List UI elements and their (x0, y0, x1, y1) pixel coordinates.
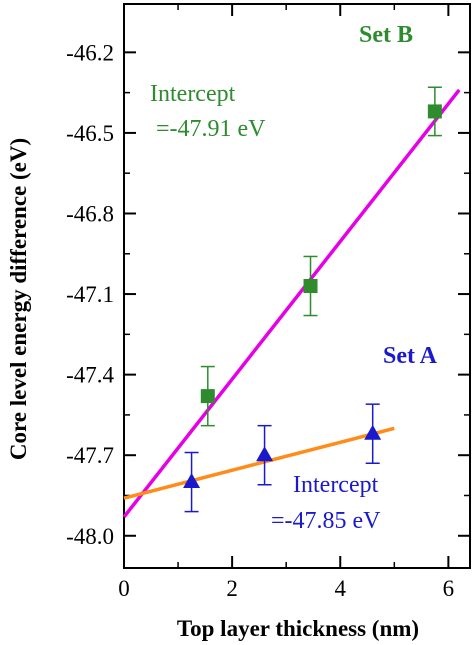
x-tick-label: 6 (443, 576, 455, 601)
data-points-layer (183, 86, 442, 513)
y-axis-label: Core level energy difference (eV) (6, 138, 31, 460)
y-tick-label: -46.8 (66, 201, 114, 226)
y-tick-label: -46.2 (66, 40, 114, 65)
annotations-layer: Set B Intercept =-47.91 eV Set A Intercept =-… (150, 22, 438, 534)
intercept-value-set-b: =-47.91 eV (156, 116, 266, 142)
fit-lines-layer (122, 88, 461, 519)
data-point-set-a (364, 424, 382, 440)
y-tick-label: -46.5 (66, 121, 114, 146)
y-tick-label: -47.7 (66, 443, 114, 468)
x-tick-label: 2 (226, 576, 238, 601)
intercept-value-set-a: =-47.85 eV (271, 508, 381, 534)
plot-frame (123, 3, 471, 569)
fit-line-set-b (122, 88, 461, 519)
series-label-set-a: Set A (383, 343, 438, 369)
axes-layer: 0 2 4 6 -48.0 -47.7 -47.4 -47.1 -46.8 -46.5 -46.2 (66, 3, 471, 601)
x-axis-label: Top layer thickness (nm) (177, 616, 419, 641)
series-label-set-b: Set B (359, 22, 413, 48)
y-tick-label: -47.1 (66, 282, 114, 307)
data-point-set-a (256, 446, 274, 462)
y-tick-label: -47.4 (66, 363, 114, 388)
x-tick-label: 0 (118, 576, 130, 601)
x-tick-label: 4 (335, 576, 347, 601)
y-tick-label: -48.0 (66, 524, 114, 549)
data-point-set-b (427, 104, 442, 119)
data-point-set-b (200, 389, 215, 404)
intercept-label-set-a: Intercept (293, 472, 379, 498)
intercept-label-set-b: Intercept (150, 81, 236, 107)
data-point-set-b (303, 279, 318, 293)
fit-line-set-a (123, 426, 395, 500)
data-point-set-a (183, 473, 201, 489)
